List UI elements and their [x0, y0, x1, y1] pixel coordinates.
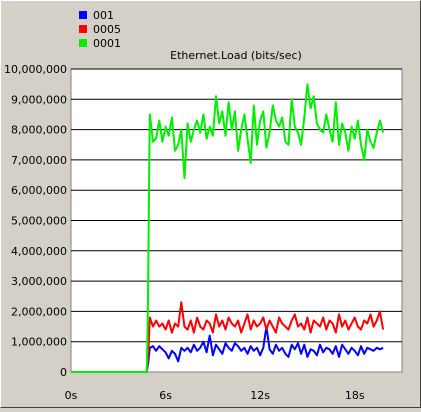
- chart-title: Ethernet.Load (bits/sec): [170, 49, 302, 62]
- series-line-0005: [71, 301, 385, 373]
- series-line-001: [71, 325, 384, 373]
- legend-label: 0005: [93, 23, 121, 36]
- legend-swatch: [79, 25, 87, 33]
- series-group: [71, 83, 385, 373]
- y-tick-label: 4,000,000: [11, 245, 67, 258]
- series-line-0001: [71, 83, 385, 373]
- x-tick-label: 6s: [159, 389, 172, 402]
- y-tick-label: 6,000,000: [11, 184, 67, 197]
- x-tick-label: 0s: [65, 389, 78, 402]
- legend-swatch: [79, 11, 87, 19]
- x-axis: 0s 6s 12s 18s: [65, 389, 365, 402]
- x-tick-label: 12s: [250, 389, 270, 402]
- y-tick-label: 8,000,000: [11, 124, 67, 137]
- y-tick-label: 1,000,000: [11, 336, 67, 349]
- grid-lines: [71, 68, 402, 343]
- y-tick-label: 9,000,000: [11, 93, 67, 106]
- y-tick-label: 0: [60, 366, 67, 379]
- y-tick-label: 5,000,000: [11, 215, 67, 228]
- legend-label: 0001: [93, 37, 121, 50]
- y-tick-label: 7,000,000: [11, 154, 67, 167]
- legend-label: 001: [93, 9, 114, 22]
- legend-swatch: [79, 39, 87, 47]
- y-tick-label: 10,000,000: [4, 63, 67, 76]
- y-tick-label: 3,000,000: [11, 275, 67, 288]
- x-tick-label: 18s: [345, 389, 365, 402]
- y-axis: 0 1,000,000 2,000,000 3,000,000 4,000,000 5,0…: [4, 63, 67, 379]
- y-tick-label: 2,000,000: [11, 305, 67, 318]
